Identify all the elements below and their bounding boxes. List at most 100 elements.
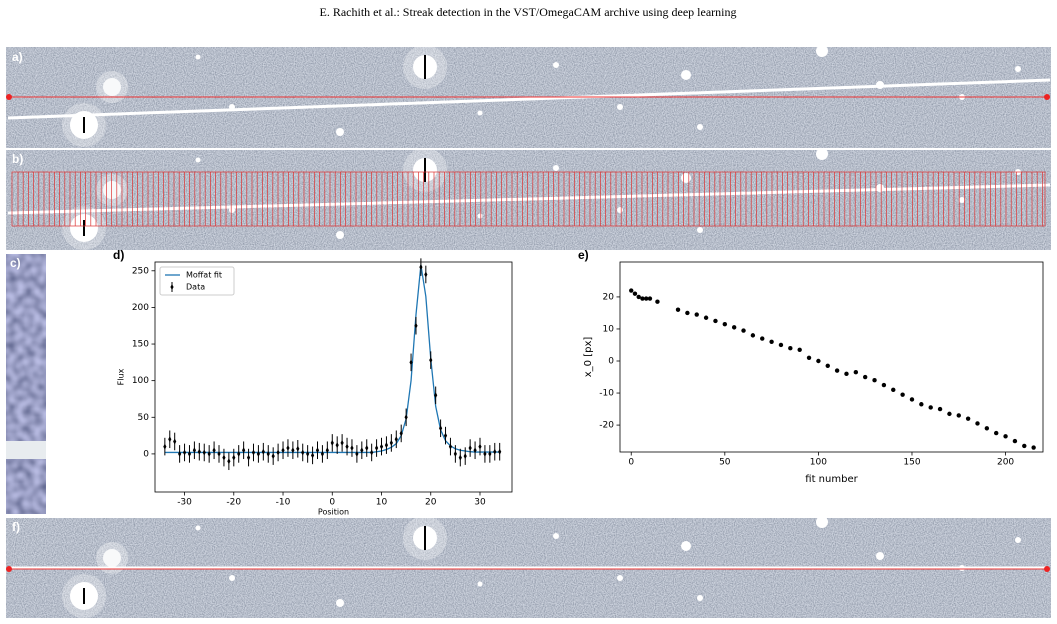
data-point — [173, 438, 177, 445]
data-point — [217, 450, 221, 457]
data-point — [769, 339, 774, 344]
y-tick-label: 50 — [138, 413, 150, 423]
panel-label: b) — [12, 152, 23, 166]
x-axis-label: fit number — [805, 474, 858, 485]
data-point — [703, 315, 709, 320]
y-tick-label: 100 — [132, 376, 149, 386]
data-point — [340, 439, 344, 446]
data-point — [900, 392, 905, 397]
data-point — [443, 432, 448, 439]
y-axis-label: x_0 [px] — [583, 337, 594, 378]
data-point — [453, 450, 457, 457]
data-point — [389, 439, 393, 446]
data-point — [301, 449, 305, 456]
data-point — [232, 454, 236, 461]
data-point — [424, 271, 428, 278]
data-point — [168, 436, 172, 443]
data-point — [713, 318, 718, 324]
data-point — [242, 447, 246, 454]
data-point — [266, 450, 270, 457]
y-tick-label: 150 — [132, 340, 149, 350]
running-header: E. Rachith et al.: Streak detection in t… — [320, 5, 737, 19]
plot-frame — [619, 261, 1044, 453]
cutout-frame — [11, 171, 1046, 227]
data-point — [404, 414, 408, 421]
data-point — [806, 355, 812, 361]
data-point — [937, 406, 943, 412]
data-point — [844, 371, 849, 377]
data-point — [928, 405, 933, 410]
data-point — [483, 450, 487, 457]
data-point — [197, 448, 201, 455]
data-point — [296, 445, 300, 452]
data-point — [891, 387, 896, 393]
data-point — [315, 447, 320, 454]
data-point — [325, 447, 329, 454]
data-point — [675, 307, 681, 312]
data-point — [256, 450, 261, 457]
data-point — [862, 374, 868, 380]
data-point — [286, 445, 290, 452]
x-tick-label: -30 — [177, 498, 192, 508]
x-tick-label: -20 — [226, 498, 241, 508]
data-point — [788, 345, 793, 351]
data-point — [1003, 434, 1008, 439]
data-point — [493, 448, 497, 455]
data-point — [685, 310, 690, 316]
data-point — [237, 450, 241, 457]
data-point — [778, 342, 784, 348]
data-point — [797, 347, 802, 352]
data-point — [647, 296, 653, 301]
data-point — [271, 453, 275, 460]
data-point — [463, 453, 467, 460]
x-tick-label: 20 — [425, 498, 437, 508]
panel-e: e) 0 50 100 150 200 -20 -10 0 10 20 fit number x_0 [… — [578, 248, 1044, 485]
data-point — [1012, 438, 1018, 444]
data-point — [881, 382, 887, 388]
panel-label: f) — [12, 520, 20, 534]
panel-a: a) — [6, 44, 1051, 148]
x-tick-label: 0 — [329, 498, 335, 508]
data-point — [919, 402, 924, 407]
data-point — [1031, 445, 1036, 450]
data-point — [409, 359, 413, 366]
panel-c: c) — [6, 254, 46, 514]
data-point — [281, 447, 285, 454]
data-point — [448, 443, 453, 450]
legend-swatch — [170, 284, 174, 290]
data-point — [178, 450, 182, 457]
x-tick-label: 10 — [376, 498, 388, 508]
data-point — [320, 450, 325, 457]
data-point — [246, 454, 251, 461]
data-point — [335, 442, 339, 449]
data-point — [636, 294, 641, 300]
data-point — [365, 445, 369, 452]
panel-label: e) — [578, 248, 589, 262]
data-point — [816, 358, 821, 364]
data-point — [458, 454, 462, 461]
y-tick-label: 0 — [143, 449, 149, 459]
data-point — [345, 443, 349, 450]
data-point — [694, 312, 699, 317]
data-point — [478, 443, 482, 450]
data-point — [291, 447, 295, 454]
data-point — [655, 299, 660, 304]
data-point — [163, 443, 167, 450]
data-point — [182, 449, 187, 456]
data-point — [825, 363, 830, 369]
data-point — [202, 449, 206, 456]
data-point — [834, 368, 840, 373]
x-tick-label: 30 — [474, 498, 486, 508]
data-point — [984, 426, 990, 431]
x-axis-label: Position — [318, 508, 349, 517]
x-tick-label: 50 — [719, 458, 731, 468]
data-point — [956, 413, 961, 418]
data-point — [468, 445, 472, 452]
data-point — [207, 450, 211, 457]
data-point — [434, 392, 438, 399]
data-point — [1022, 443, 1027, 449]
data-point — [750, 333, 756, 338]
data-point — [350, 445, 354, 452]
data-point — [419, 264, 423, 271]
